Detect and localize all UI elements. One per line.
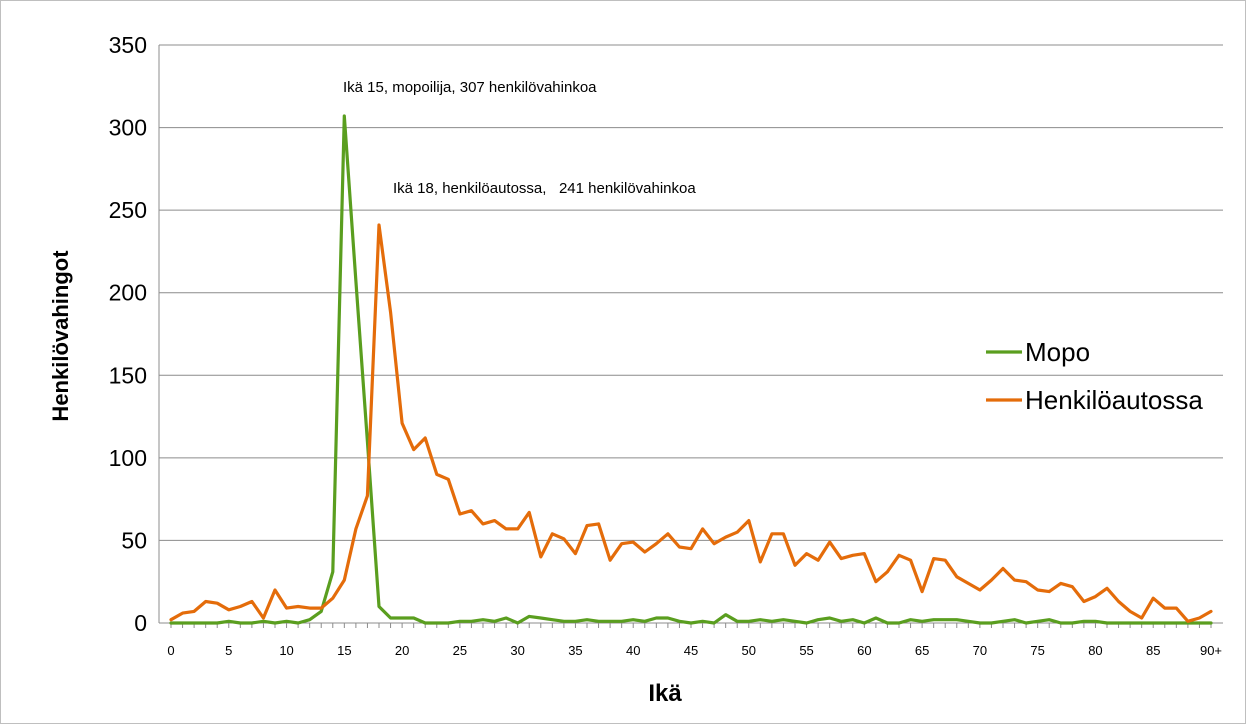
legend-entry: Henkilöautossa — [1025, 385, 1203, 415]
x-tick-label: 15 — [337, 643, 351, 658]
x-tick-label: 65 — [915, 643, 929, 658]
y-tick-label: 100 — [109, 445, 147, 471]
x-tick-label: 35 — [568, 643, 582, 658]
y-tick-label: 150 — [109, 362, 147, 388]
annotation-label: Ikä 15, mopoilija, 307 henkilövahinkoa — [343, 79, 597, 96]
x-tick-label: 25 — [453, 643, 467, 658]
x-tick-label: 80 — [1088, 643, 1102, 658]
y-tick-label: 0 — [134, 610, 147, 636]
annotation-label: Ikä 18, henkilöautossa, 241 henkilövahin… — [393, 180, 696, 197]
x-tick-label: 50 — [742, 643, 756, 658]
x-tick-label: 75 — [1030, 643, 1044, 658]
x-tick-label: 10 — [279, 643, 293, 658]
x-axis-label: Ikä — [648, 680, 682, 707]
y-tick-labels: 0 50 100 150 200 250 300 350 — [109, 32, 147, 636]
legend-entry: Mopo — [1025, 337, 1090, 367]
y-axis-label: Henkilövahingot — [48, 250, 73, 422]
x-tick-label: 85 — [1146, 643, 1160, 658]
series-line-mopo — [169, 114, 1213, 625]
x-tick-label: 5 — [225, 643, 232, 658]
y-tick-label: 250 — [109, 197, 147, 223]
gridlines — [159, 44, 1223, 541]
x-tick-label: 20 — [395, 643, 409, 658]
annotations: Ikä 15, mopoilija, 307 henkilövahinkoa Ik… — [343, 79, 696, 197]
x-tick-label: 70 — [973, 643, 987, 658]
y-tick-label: 200 — [109, 280, 147, 306]
x-tick-label: 0 — [167, 643, 174, 658]
x-tick-label: 30 — [510, 643, 524, 658]
x-tick-label: 90+ — [1200, 643, 1222, 658]
y-tick-label: 50 — [121, 527, 147, 553]
x-tick-labels: 0 5 10 15 20 25 30 35 40 45 50 55 60 65 70 75 80 85 90+ — [167, 643, 1222, 658]
x-tick-label: 45 — [684, 643, 698, 658]
x-tick-label: 40 — [626, 643, 640, 658]
y-tick-label: 300 — [109, 115, 147, 141]
x-tick-label: 60 — [857, 643, 871, 658]
legend: Mopo Henkilöautossa — [986, 337, 1203, 415]
y-tick-label: 350 — [109, 32, 147, 58]
x-tick-label: 55 — [799, 643, 813, 658]
series-lines — [169, 114, 1213, 625]
series-line-henkiloautossa — [169, 223, 1213, 623]
